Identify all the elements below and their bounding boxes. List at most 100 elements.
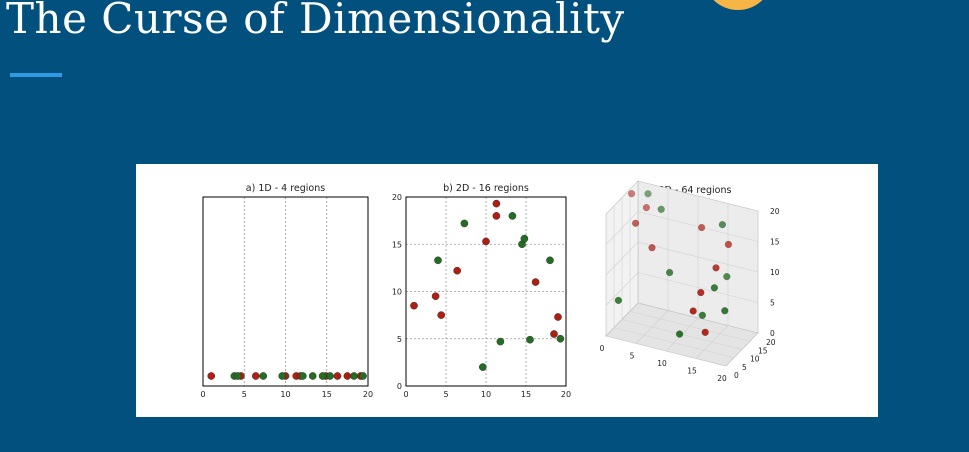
data-point-green xyxy=(434,256,442,265)
x-tick-label: 0 xyxy=(200,390,205,399)
x-tick-label: 10 xyxy=(481,390,491,399)
data-point-green xyxy=(520,234,529,243)
x-tick-label: 15 xyxy=(521,390,531,399)
z-tick-label: 10 xyxy=(770,268,780,277)
data-point-red xyxy=(482,237,490,246)
y-tick-label: 10 xyxy=(750,355,760,364)
data-point-green xyxy=(318,372,327,380)
title-underline xyxy=(10,73,62,77)
grid-line xyxy=(637,241,759,273)
data-point-green xyxy=(259,372,268,380)
z-tick-label: 5 xyxy=(770,299,775,308)
data-point-red xyxy=(554,313,562,321)
y-tick-label: 0 xyxy=(397,382,402,391)
data-point-green xyxy=(496,337,505,346)
y-tick-label: 0 xyxy=(734,371,739,380)
data-point-green xyxy=(526,335,534,344)
data-point-red xyxy=(697,288,705,297)
data-point-red xyxy=(550,330,558,338)
y-tick-label: 15 xyxy=(392,240,402,249)
x-tick-label: 5 xyxy=(630,352,635,361)
chart-1d: a) 1D - 4 regions 0 5 10 15 20 xyxy=(200,183,373,399)
data-point-green xyxy=(710,284,719,292)
data-point-red xyxy=(431,292,440,301)
data-point-red xyxy=(689,307,697,315)
chart-title: b) 2D - 16 regions xyxy=(443,183,529,194)
data-point-green xyxy=(233,372,242,380)
data-point-green xyxy=(657,205,665,213)
chart-title: a) 1D - 4 regions xyxy=(246,183,325,194)
grid-line xyxy=(695,325,729,359)
y-tick-label: 10 xyxy=(392,288,402,297)
grid-line xyxy=(637,211,759,242)
y-tick-label: 15 xyxy=(758,346,768,355)
chart-title: c) 3D - 64 regions xyxy=(647,185,732,196)
data-point-red xyxy=(492,199,501,208)
logo-circle xyxy=(703,0,773,10)
data-point-green xyxy=(698,311,707,319)
data-point-red xyxy=(697,223,706,232)
data-point-green xyxy=(644,190,652,198)
x-tick-label: 20 xyxy=(363,390,373,399)
data-point-green xyxy=(460,219,469,228)
x-tick-label: 10 xyxy=(280,390,290,399)
x-tick-label: 0 xyxy=(600,344,605,353)
data-point-green xyxy=(614,296,623,305)
z-tick-label: 20 xyxy=(770,207,780,216)
data-point-green xyxy=(359,372,367,380)
data-point-red xyxy=(632,219,640,227)
data-point-red xyxy=(642,203,651,212)
figure-panel: a) 1D - 4 regions 0 5 10 15 20 b) 2D - 16 reg… xyxy=(136,164,878,417)
x-tick-label: 20 xyxy=(561,390,571,399)
x-tick-label: 20 xyxy=(717,374,727,383)
data-point-green xyxy=(665,268,674,277)
grid-line xyxy=(629,310,751,342)
data-point-red xyxy=(628,190,636,198)
data-point-green xyxy=(478,363,487,371)
data-point-red xyxy=(531,278,540,286)
data-point-green xyxy=(299,372,307,380)
slide-title: The Curse of Dimensionality xyxy=(6,0,625,43)
z-tick-label: 0 xyxy=(770,329,775,338)
data-point-red xyxy=(437,311,446,319)
data-point-red xyxy=(343,372,352,380)
data-point-green xyxy=(308,372,317,380)
grid-line xyxy=(605,211,639,245)
data-point-red xyxy=(333,372,342,380)
x-tick-label: 5 xyxy=(443,390,448,399)
data-point-green xyxy=(350,372,358,380)
y-tick-label: 5 xyxy=(397,335,402,344)
plot-frame xyxy=(405,196,567,387)
grid-line xyxy=(605,241,639,276)
data-point-green xyxy=(718,221,727,229)
x-tick-label: 5 xyxy=(242,390,247,399)
x-tick-label: 10 xyxy=(657,359,667,368)
data-point-red xyxy=(252,372,260,380)
z-tick-label: 15 xyxy=(770,238,780,247)
data-point-red xyxy=(701,328,709,336)
x-tick-label: 15 xyxy=(322,390,332,399)
data-point-green xyxy=(723,272,731,281)
data-point-red xyxy=(712,264,720,272)
data-point-green xyxy=(326,372,334,380)
data-point-red xyxy=(492,212,501,220)
data-point-red xyxy=(207,372,216,380)
data-point-green xyxy=(278,372,286,380)
y-tick-label: 5 xyxy=(742,363,747,372)
data-point-green xyxy=(556,334,565,343)
data-point-green xyxy=(675,330,684,338)
x-tick-label: 0 xyxy=(403,390,408,399)
y-tick-label: 20 xyxy=(766,338,776,347)
data-point-red xyxy=(648,244,656,252)
chart-2d: b) 2D - 16 regions 0 5 10 15 20 0 5 10 15 20 xyxy=(392,183,571,399)
x-tick-label: 15 xyxy=(687,367,697,376)
data-point-red xyxy=(410,301,418,310)
y-tick-label: 20 xyxy=(392,193,402,202)
data-point-red xyxy=(724,240,733,249)
plot-frame xyxy=(202,196,369,387)
data-point-green xyxy=(508,212,517,220)
data-point-red xyxy=(453,266,462,275)
data-point-green xyxy=(721,307,729,315)
